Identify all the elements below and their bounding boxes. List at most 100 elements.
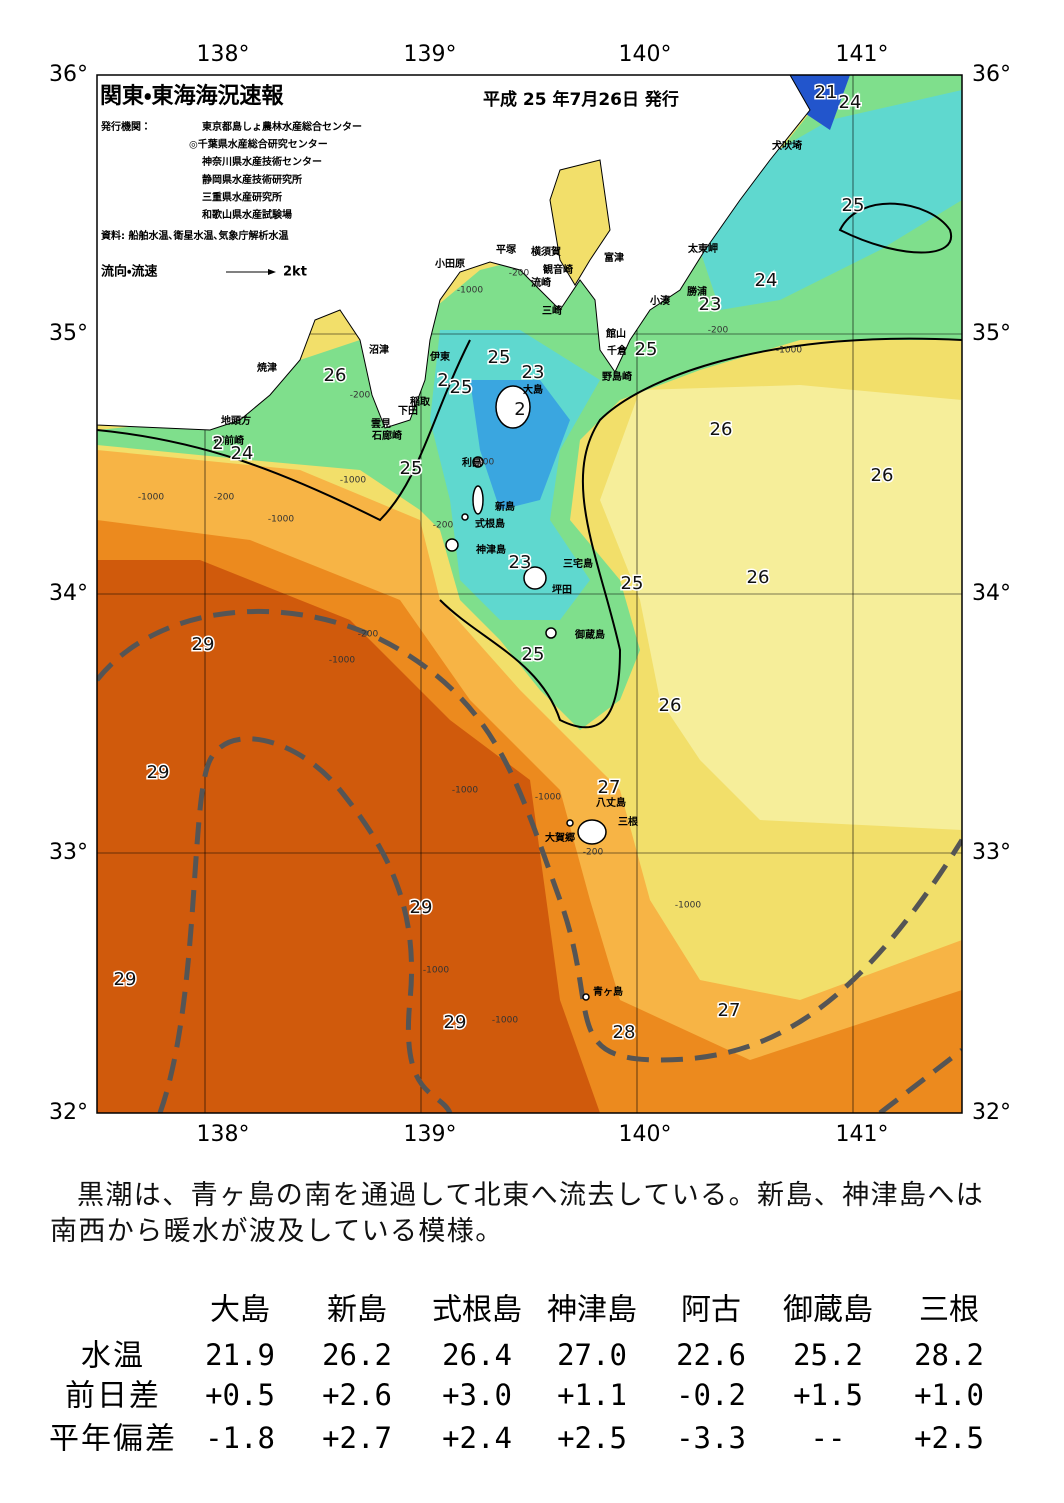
isotherm-label: 2 (514, 399, 525, 420)
place-label: 御蔵島 (574, 628, 605, 641)
isotherm (439, 337, 962, 729)
isobath-label: -1000 (457, 286, 483, 296)
map-frame (96, 74, 963, 1114)
latitude-label: 32° (49, 1100, 88, 1125)
latitude-label: 33° (972, 840, 1011, 865)
kuroshio-axis (97, 608, 962, 1113)
tokyo-bay (549, 159, 611, 286)
isotherm-label: 25 (400, 458, 423, 479)
place-label: 新島 (494, 500, 515, 513)
place-label: 大島 (523, 383, 543, 396)
isotherm-label: 24 (839, 92, 862, 113)
map-title: 関東・東海海況速報 (100, 83, 284, 109)
isobath-label: -200 (350, 391, 371, 401)
isotherms (97, 202, 962, 729)
island (582, 993, 590, 1001)
isobath-label: -1000 (452, 786, 478, 796)
cell: +1.0 (914, 1378, 984, 1412)
isotherm-label: 21 (815, 82, 838, 103)
place-label: 館山 (605, 327, 626, 340)
longitude-label: 141° (836, 1122, 889, 1147)
cell: -3.3 (676, 1421, 746, 1455)
column-header: 御蔵島 (783, 1293, 873, 1328)
isotherm-label: 25 (635, 339, 658, 360)
isotherm-label: 26 (747, 567, 770, 588)
place-label: 野島崎 (602, 370, 632, 383)
isotherm-label: 27 (598, 777, 621, 798)
cell: +2.4 (442, 1421, 512, 1455)
isotherm-label: 26 (659, 695, 682, 716)
isotherm-label: 28 (613, 1022, 636, 1043)
place-label: 神津島 (475, 543, 506, 556)
isobath-label: -1000 (138, 493, 164, 503)
isotherm (838, 202, 953, 254)
cell: 21.9 (205, 1338, 275, 1372)
cell: 28.2 (914, 1338, 984, 1372)
place-label: 三宅島 (563, 557, 593, 570)
isobath-label: -200 (433, 521, 454, 531)
isobath-label: -1000 (268, 515, 294, 525)
isotherm-label: 2 (212, 433, 223, 454)
isotherm-label: 25 (621, 573, 644, 594)
place-label: 八丈島 (596, 796, 626, 809)
data-source: 資料: 船舶水温､衛星水温､気象庁解析水温 (101, 229, 288, 242)
flow-scale: 2kt (283, 265, 307, 280)
place-label: 下田 (398, 405, 418, 417)
column-header: 新島 (327, 1293, 387, 1328)
isotherm-label: 29 (114, 969, 137, 990)
latitude-label: 36° (972, 62, 1011, 87)
place-label: 石廊崎 (371, 429, 402, 442)
isobath-label: -200 (583, 848, 604, 858)
isotherm-label: 27 (718, 1000, 741, 1021)
cell: 22.6 (676, 1338, 746, 1372)
place-label: 観音崎 (543, 263, 573, 276)
kuroshio-path (878, 1048, 962, 1113)
cell: +2.6 (322, 1378, 392, 1412)
cold-core (790, 75, 850, 130)
issuer: 静岡県水産技術研究所 (202, 173, 302, 186)
island (523, 566, 547, 590)
cell: 25.2 (793, 1338, 863, 1372)
isobath-label: -200 (214, 493, 235, 503)
island (566, 819, 574, 827)
isotherm-label: 26 (871, 465, 894, 486)
description: 黒潮は、青ヶ島の南を通過して北東へ流去している。新島、神津島へは南西から暖水が波… (50, 1180, 985, 1247)
isotherm-label: 24 (231, 443, 254, 464)
row-label: 前日差 (65, 1379, 161, 1414)
cold-region (700, 90, 962, 310)
isobath-label: -1000 (492, 1016, 518, 1026)
issuer: 和歌山県水産試験場 (201, 208, 292, 221)
isobath-label: -1000 (329, 656, 355, 666)
row-label: 水温 (81, 1339, 145, 1374)
latitude-label: 35° (49, 321, 88, 346)
cell: -1.8 (205, 1421, 275, 1455)
isotherm-label: 2 (437, 370, 448, 391)
place-label: 横須賀 (531, 245, 561, 258)
cell: +1.1 (557, 1378, 627, 1412)
place-label: 地頭方 (221, 414, 251, 427)
place-label: 坪田 (552, 583, 572, 596)
longitude-label: 140° (619, 1122, 672, 1147)
flow-legend: 流向・流速 (101, 264, 157, 280)
cell: 26.2 (322, 1338, 392, 1372)
place-label: 三根 (618, 815, 639, 828)
island (461, 513, 469, 521)
map-area (97, 75, 962, 1113)
issuer-label: 発行機関： (100, 120, 151, 133)
isotherm-label: 25 (842, 195, 865, 216)
island (545, 627, 557, 639)
place-label: 焼津 (257, 361, 277, 374)
cell: +1.5 (793, 1378, 863, 1412)
cell: 26.4 (442, 1338, 512, 1372)
isobath-label: -200 (509, 269, 530, 279)
cell: +0.5 (205, 1378, 275, 1412)
isobath-label: -1000 (776, 346, 802, 356)
latitude-label: 33° (49, 840, 88, 865)
latitude-label: 35° (972, 321, 1011, 346)
isotherm-label: 23 (699, 294, 722, 315)
isotherm-label: 23 (522, 362, 545, 383)
island (445, 538, 459, 552)
latitude-label: 36° (49, 62, 88, 87)
longitude-label: 140° (619, 42, 672, 67)
latitude-label: 34° (972, 581, 1011, 606)
